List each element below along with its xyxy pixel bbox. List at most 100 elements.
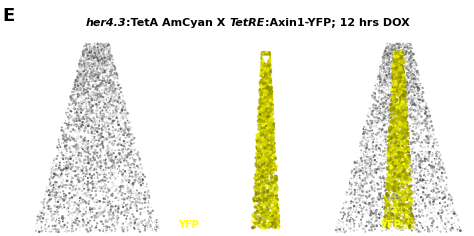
Point: [390, 192, 397, 196]
Point: [264, 54, 272, 58]
Point: [102, 111, 109, 115]
Point: [260, 73, 268, 77]
Point: [264, 190, 271, 194]
Point: [121, 122, 129, 126]
Point: [261, 113, 269, 117]
Point: [264, 145, 271, 149]
Point: [256, 112, 264, 115]
Point: [405, 135, 412, 139]
Point: [88, 133, 95, 137]
Point: [418, 149, 426, 153]
Point: [370, 137, 377, 140]
Point: [263, 132, 270, 136]
Point: [264, 202, 272, 206]
Point: [264, 57, 272, 61]
Point: [399, 116, 406, 120]
Point: [398, 194, 406, 198]
Point: [89, 138, 96, 142]
Point: [268, 139, 276, 142]
Point: [259, 66, 267, 70]
Point: [410, 82, 418, 85]
Point: [49, 176, 57, 180]
Point: [53, 182, 60, 186]
Point: [122, 204, 130, 208]
Point: [373, 215, 381, 219]
Point: [266, 141, 273, 145]
Point: [429, 153, 437, 156]
Point: [124, 206, 131, 209]
Point: [264, 156, 272, 160]
Point: [134, 222, 142, 226]
Point: [377, 215, 385, 219]
Point: [398, 76, 406, 80]
Point: [391, 172, 398, 176]
Point: [259, 143, 267, 147]
Point: [105, 97, 112, 101]
Point: [386, 161, 393, 165]
Point: [267, 107, 274, 110]
Point: [128, 202, 135, 205]
Point: [388, 88, 395, 92]
Point: [85, 152, 92, 155]
Point: [364, 211, 371, 215]
Point: [81, 67, 89, 71]
Point: [67, 167, 74, 171]
Point: [415, 173, 423, 177]
Point: [74, 76, 82, 80]
Point: [82, 44, 90, 47]
Point: [391, 88, 398, 91]
Point: [252, 190, 259, 194]
Point: [94, 176, 101, 180]
Point: [261, 185, 269, 188]
Point: [87, 144, 94, 148]
Point: [389, 103, 397, 107]
Point: [428, 211, 435, 215]
Point: [392, 82, 400, 86]
Point: [370, 199, 378, 203]
Point: [80, 52, 87, 56]
Point: [391, 58, 399, 62]
Point: [371, 169, 379, 173]
Point: [55, 228, 63, 232]
Point: [400, 50, 407, 54]
Point: [410, 51, 417, 55]
Point: [257, 69, 265, 73]
Point: [388, 107, 396, 111]
Point: [345, 214, 353, 217]
Point: [365, 222, 373, 226]
Point: [262, 103, 270, 107]
Point: [94, 50, 102, 54]
Point: [390, 63, 397, 67]
Point: [398, 173, 405, 177]
Point: [402, 164, 410, 168]
Point: [425, 139, 432, 143]
Point: [107, 151, 114, 155]
Point: [74, 78, 82, 82]
Point: [394, 103, 401, 107]
Point: [397, 132, 405, 136]
Point: [265, 100, 273, 104]
Point: [446, 196, 454, 200]
Point: [380, 53, 388, 56]
Point: [371, 170, 378, 173]
Point: [88, 76, 96, 80]
Point: [47, 175, 55, 179]
Point: [392, 61, 400, 65]
Point: [402, 114, 410, 117]
Point: [395, 169, 402, 173]
Point: [70, 169, 77, 173]
Point: [392, 82, 400, 86]
Point: [124, 112, 132, 115]
Point: [392, 193, 400, 197]
Point: [100, 60, 108, 64]
Point: [96, 99, 104, 103]
Point: [94, 180, 102, 184]
Point: [403, 80, 410, 84]
Point: [390, 184, 397, 188]
Point: [269, 135, 277, 139]
Point: [274, 212, 282, 216]
Point: [111, 73, 119, 77]
Point: [356, 222, 364, 225]
Point: [401, 177, 408, 180]
Point: [404, 205, 411, 209]
